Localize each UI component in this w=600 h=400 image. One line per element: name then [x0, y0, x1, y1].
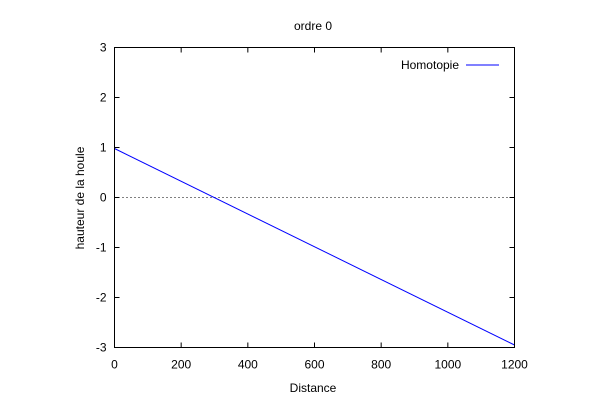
legend-label: Homotopie [401, 58, 459, 72]
x-tick-label: 0 [111, 358, 118, 372]
legend: Homotopie [401, 58, 499, 72]
chart-title: ordre 0 [294, 19, 332, 33]
series-line-0 [114, 148, 515, 346]
x-tick-label: 800 [371, 358, 391, 372]
y-tick-label: 0 [100, 191, 107, 205]
x-tick-label: 200 [171, 358, 191, 372]
x-tick-label: 1200 [501, 358, 528, 372]
y-tick-label: -1 [96, 241, 107, 255]
x-tick-label: 1000 [434, 358, 461, 372]
y-tick-label: 1 [100, 141, 107, 155]
y-tick-label: 3 [100, 41, 107, 55]
x-axis-label: Distance [290, 381, 337, 395]
y-axis: -3 -2 -1 0 1 2 3 [96, 41, 515, 355]
y-axis-label: hauteur de la houle [73, 146, 87, 249]
x-axis: 0 200 400 600 800 1000 1200 [111, 47, 528, 372]
x-tick-label: 400 [238, 358, 258, 372]
y-tick-label: -2 [96, 291, 107, 305]
y-tick-label: -3 [96, 341, 107, 355]
y-tick-label: 2 [100, 91, 107, 105]
x-tick-label: 600 [304, 358, 324, 372]
